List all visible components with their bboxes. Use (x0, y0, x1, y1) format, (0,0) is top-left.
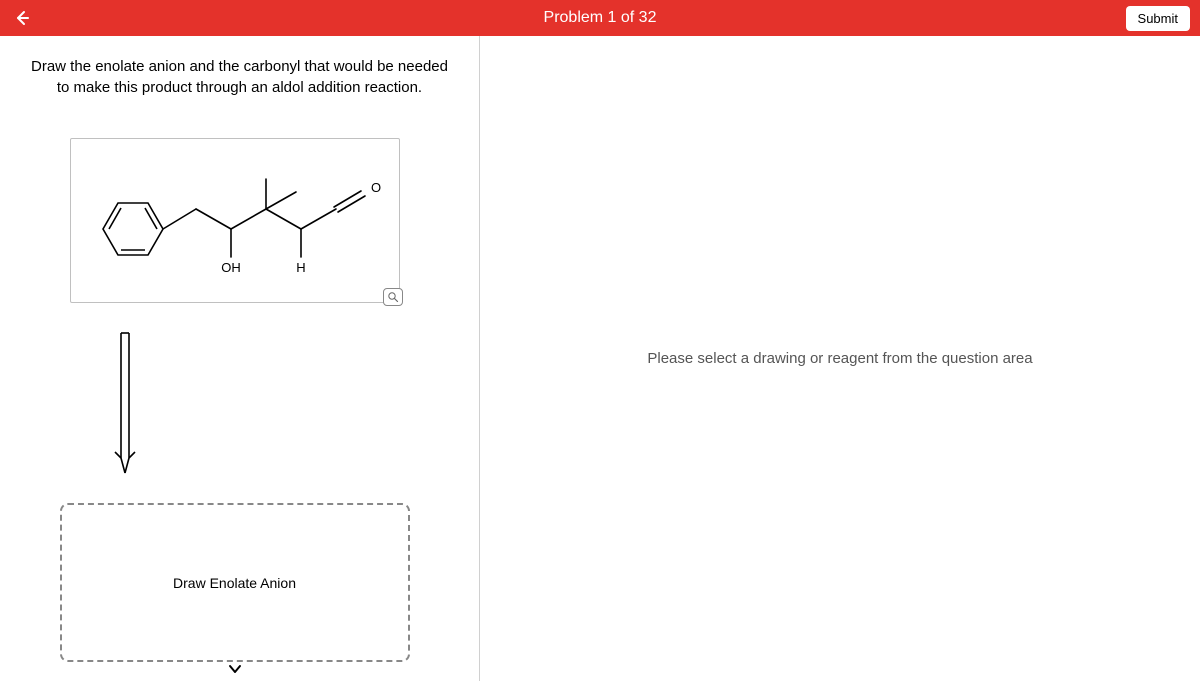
molecule-display[interactable]: OH H O (70, 138, 400, 303)
expand-chevron[interactable] (226, 662, 244, 681)
drop-zone-label: Draw Enolate Anion (173, 575, 296, 591)
back-arrow-icon[interactable] (10, 6, 34, 30)
label-o: O (371, 180, 381, 195)
header-bar: Problem 1 of 32 Submit (0, 0, 1200, 36)
submit-button[interactable]: Submit (1126, 6, 1190, 31)
question-text: Draw the enolate anion and the carbonyl … (21, 56, 458, 98)
zoom-icon[interactable] (383, 288, 403, 306)
question-line-2: to make this product through an aldol ad… (57, 79, 422, 96)
page-title: Problem 1 of 32 (544, 9, 657, 27)
label-oh: OH (221, 260, 241, 275)
label-h: H (296, 260, 305, 275)
question-line-1: Draw the enolate anion and the carbonyl … (31, 58, 448, 75)
workspace-panel: Please select a drawing or reagent from … (480, 36, 1200, 681)
enolate-drop-zone[interactable]: Draw Enolate Anion (60, 503, 410, 662)
main-container: Draw the enolate anion and the carbonyl … (0, 36, 1200, 681)
workspace-placeholder-text: Please select a drawing or reagent from … (647, 350, 1032, 367)
question-panel: Draw the enolate anion and the carbonyl … (0, 36, 480, 681)
reaction-arrow (105, 328, 145, 478)
